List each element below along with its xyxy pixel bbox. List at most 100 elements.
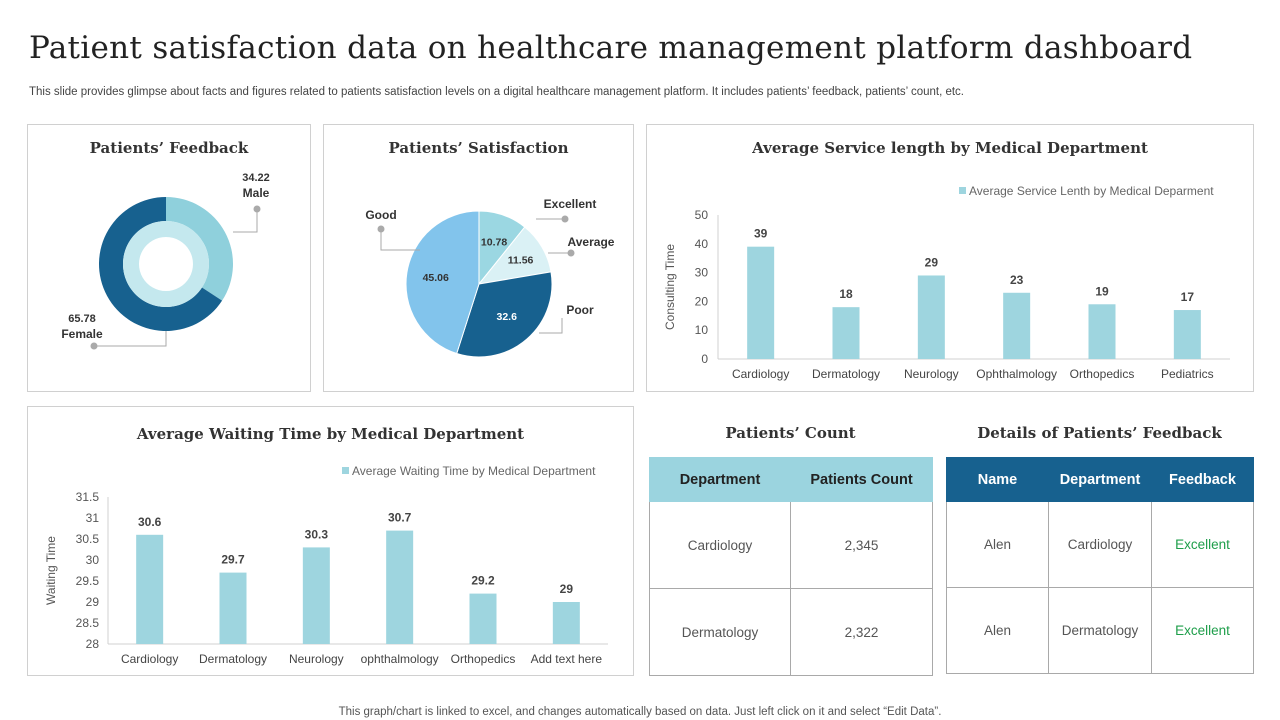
y-tick-label: 29 [86, 595, 100, 609]
patients-count-title: Patients’ Count [725, 424, 856, 442]
data-label-cardiology: 39 [754, 227, 768, 241]
col-name: Name [946, 457, 1049, 502]
bar-orthopedics [469, 593, 497, 644]
bar-cardiology [136, 534, 164, 644]
cell-name: Alen [946, 587, 1049, 674]
y-tick-label: 28 [86, 637, 100, 651]
bar-pediatrics [1173, 310, 1201, 359]
leader-dot-female [90, 342, 98, 350]
col-department: Department [1048, 457, 1152, 502]
cell-department: Dermatology [1048, 587, 1152, 674]
feedback-details-table: Name Department Feedback Alen Cardiology… [946, 457, 1254, 674]
y-tick-label: 50 [695, 208, 709, 222]
value-label-good: 45.06 [423, 272, 449, 284]
bar-orthopedics [1088, 304, 1116, 359]
leader-line-poor [539, 318, 563, 334]
leader-line-good [380, 229, 420, 251]
category-label-average: Average [568, 235, 615, 249]
col-department: Department [649, 457, 791, 502]
leader-dot-good [377, 225, 385, 233]
cell-name: Alen [946, 501, 1049, 588]
data-label-dermatology: 18 [839, 287, 853, 301]
y-tick-label: 20 [695, 294, 709, 308]
feedback-title: Patients’ Feedback [89, 139, 249, 157]
x-tick-label-cardiology: Cardiology [732, 367, 789, 381]
waiting-chart: Average Waiting Time by Medical Departme… [44, 464, 608, 666]
satisfaction-panel: Patients’ Satisfaction 10.78 11.56 32.6 45.… [323, 124, 634, 392]
y-tick-label: 0 [701, 352, 708, 366]
data-label-neurology: 30.3 [305, 527, 329, 541]
data-label-pediatrics: 17 [1181, 290, 1195, 304]
slice-female [99, 197, 223, 332]
feedback-chart: 34.22 Male 65.78 Female [61, 172, 270, 350]
cell-feedback: Excellent [1151, 501, 1254, 588]
leader-line-male [233, 209, 258, 233]
x-tick-label-neurology: Neurology [904, 367, 959, 381]
x-tick-label-dermatology: Dermatology [812, 367, 880, 381]
x-tick-label-ophthalmology: Ophthalmology [976, 367, 1057, 381]
feedback-details-title: Details of Patients’ Feedback [977, 424, 1222, 442]
cell-feedback: Excellent [1151, 587, 1254, 674]
data-label-orthopedics: 29.2 [471, 574, 495, 588]
data-label-neurology: 29 [925, 255, 939, 269]
service-panel: Average Service length by Medical Depart… [646, 124, 1254, 392]
x-tick-label-orthopedics: Orthopedics [451, 652, 516, 666]
service-title: Average Service length by Medical Depart… [752, 139, 1148, 157]
value-label-excellent: 10.78 [481, 236, 507, 248]
patients-count-table: Department Patients Count Cardiology 2,3… [649, 457, 933, 676]
table-row: Alen Cardiology Excellent [946, 501, 1254, 588]
bar-add-text-here [552, 602, 580, 644]
x-tick-label-cardiology: Cardiology [121, 652, 178, 666]
x-tick-label-ophthalmology: ophthalmology [361, 652, 439, 666]
x-tick-label-orthopedics: Orthopedics [1070, 367, 1135, 381]
cell-count: 2,322 [790, 588, 933, 676]
y-axis-label: Consulting Time [663, 244, 677, 330]
bar-neurology [302, 547, 330, 644]
bar-dermatology [832, 307, 860, 359]
y-tick-label: 40 [695, 237, 709, 251]
legend-swatch [959, 187, 966, 194]
bar-ophthalmology [1003, 292, 1031, 359]
leader-dot-male [253, 205, 261, 213]
leader-dot-average [567, 249, 575, 257]
waiting-panel: Average Waiting Time by Medical Departme… [27, 406, 634, 676]
page-title: Patient satisfaction data on healthcare … [29, 30, 1193, 66]
x-tick-label-dermatology: Dermatology [199, 652, 267, 666]
inner-ring [122, 221, 209, 307]
y-tick-label: 31 [86, 511, 100, 525]
leader-line-female [94, 331, 167, 347]
x-tick-label-neurology: Neurology [289, 652, 344, 666]
category-label-male: Male [243, 186, 270, 200]
bar-dermatology [219, 572, 247, 644]
table-row: Cardiology 2,345 [649, 501, 933, 589]
page-subtitle: This slide provides glimpse about facts … [29, 86, 965, 98]
table-row: Dermatology 2,322 [649, 588, 933, 676]
category-label-female: Female [61, 327, 103, 341]
data-label-orthopedics: 19 [1095, 284, 1109, 298]
y-tick-label: 30 [695, 266, 709, 280]
slice-good [405, 210, 480, 355]
data-label-ophthalmology: 30.7 [388, 511, 412, 525]
category-label-good: Good [365, 208, 396, 222]
feedback-panel: Patients’ Feedback 34.22 Male 65.78 Female [27, 124, 311, 392]
y-tick-label: 31.5 [76, 490, 100, 504]
cell-department: Cardiology [649, 501, 791, 589]
value-label-female: 65.78 [68, 313, 96, 325]
legend-label: Average Service Lenth by Medical Deparme… [969, 184, 1214, 198]
data-label-ophthalmology: 23 [1010, 273, 1024, 287]
waiting-title: Average Waiting Time by Medical Departme… [136, 425, 525, 443]
cell-count: 2,345 [790, 501, 933, 589]
value-label-average: 11.56 [508, 255, 534, 267]
y-tick-label: 29.5 [76, 574, 100, 588]
data-label-dermatology: 29.7 [221, 553, 245, 567]
value-label-male: 34.22 [242, 172, 270, 184]
y-tick-label: 28.5 [76, 616, 100, 630]
bar-ophthalmology [386, 530, 414, 644]
legend-label: Average Waiting Time by Medical Departme… [352, 464, 596, 478]
value-label-poor: 32.6 [497, 311, 518, 323]
cell-department: Dermatology [649, 588, 791, 676]
data-label-cardiology: 30.6 [138, 515, 162, 529]
x-tick-label-pediatrics: Pediatrics [1161, 367, 1214, 381]
x-tick-label-add-text-here: Add text here [531, 652, 603, 666]
